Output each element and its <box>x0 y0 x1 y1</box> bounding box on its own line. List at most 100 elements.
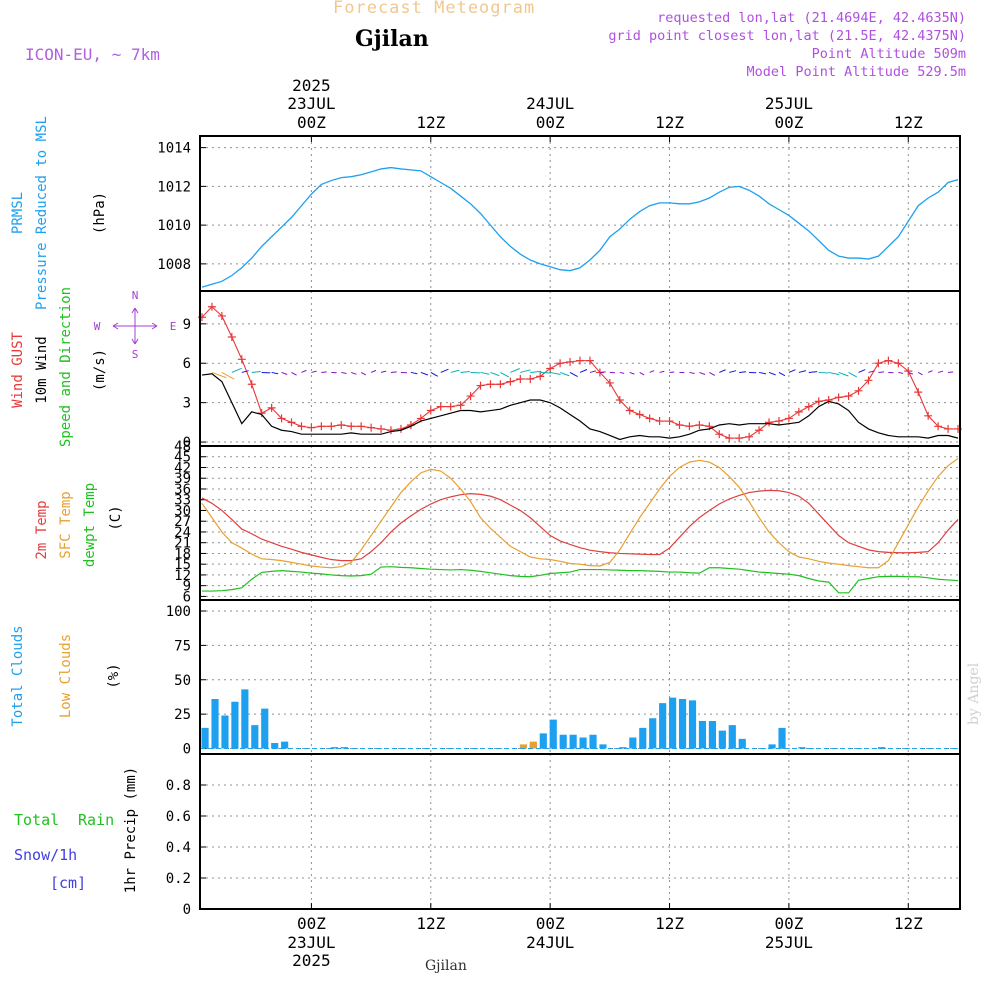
gust-marker <box>357 422 366 431</box>
ytick-label: 9 <box>183 579 191 595</box>
wind-arrow <box>878 371 884 373</box>
ytick-label: 0.6 <box>166 809 191 825</box>
temp2m-line <box>201 489 959 562</box>
gust-marker <box>655 417 664 426</box>
gust-marker <box>615 396 624 405</box>
wind-arrow <box>709 372 716 376</box>
cloud-bar <box>330 747 338 749</box>
label-total-clouds: Total Clouds <box>10 625 26 726</box>
cloud-bar <box>778 727 786 749</box>
gust-marker <box>386 426 395 435</box>
gust-marker <box>516 375 525 384</box>
gust-marker <box>625 406 634 415</box>
bottom-hour-label: 00Z <box>774 914 803 933</box>
cloud-bar <box>708 721 716 749</box>
cloud-bar <box>659 703 667 749</box>
wind-arrow <box>828 371 840 376</box>
top-hour-label: 12Z <box>416 113 445 132</box>
wind-arrow <box>579 369 588 373</box>
gust-marker <box>755 426 764 435</box>
sfc-temp-line <box>201 458 959 569</box>
ytick-label: 1008 <box>157 257 191 273</box>
top-hour-label: 00Z <box>774 113 803 132</box>
gust-marker <box>576 356 584 365</box>
gust-marker <box>267 403 276 412</box>
wind-arrow <box>758 371 767 375</box>
wind-arrow <box>659 370 665 373</box>
bottom-hour-label: 12Z <box>416 914 445 933</box>
grid-point-coords: grid point closest lon,lat (21.5E, 42.43… <box>608 28 966 44</box>
cloud-bar <box>599 744 607 749</box>
gust-marker <box>287 418 296 427</box>
ytick-label: 100 <box>166 604 191 620</box>
page-title: Forecast Meteogram <box>333 0 536 18</box>
gust-marker <box>854 386 863 395</box>
cloud-bar <box>688 700 697 749</box>
top-hour-label: 12Z <box>894 113 923 132</box>
label-pressure-msl: Pressure Reduced to MSL <box>34 116 50 310</box>
cloud-bar <box>271 743 279 749</box>
cloud-bar <box>569 734 577 749</box>
gust-marker <box>914 388 923 397</box>
top-hour-label: 00Z <box>297 113 326 132</box>
gust-marker <box>645 414 654 423</box>
cloud-bar <box>738 738 746 749</box>
top-date-label: 24JUL <box>526 94 574 113</box>
wind-arrow <box>291 372 297 376</box>
wind-arrow <box>569 372 578 378</box>
cloud-bar <box>798 747 806 749</box>
ytick-label: 1014 <box>157 141 191 157</box>
cloud-bar <box>231 701 239 749</box>
wind-arrow <box>838 371 849 377</box>
panel-wind: 0 3 6 9 N W E S <box>94 289 963 451</box>
wind-arrow <box>927 370 933 373</box>
wind-arrow <box>510 368 520 373</box>
wind-arrow <box>420 371 429 376</box>
ytick-label: 15 <box>174 557 191 573</box>
label-hpa: (hPa) <box>92 192 108 234</box>
gust-marker <box>894 359 903 368</box>
label-prmsl: PRMSL <box>10 192 26 234</box>
wind-arrow <box>410 371 418 375</box>
gust-marker <box>874 359 883 368</box>
wind-arrow <box>808 371 818 373</box>
cloud-bar <box>649 718 657 749</box>
gust-marker <box>526 375 535 384</box>
ytick-label: 45 <box>174 450 191 466</box>
gust-marker <box>337 420 346 429</box>
cloud-bar <box>211 699 219 749</box>
gust-marker <box>536 372 545 381</box>
ytick-label: 50 <box>174 673 191 689</box>
gust-marker <box>635 410 644 419</box>
cloud-bar <box>281 741 289 749</box>
label-wind-gust: Wind GUST <box>10 332 26 408</box>
gust-marker <box>585 356 594 365</box>
ytick-label: 25 <box>174 707 191 723</box>
model-label: ICON-EU, ~ 7km <box>25 45 160 64</box>
gust-marker <box>496 380 505 389</box>
label-precip: 1hr Precip (mm) <box>123 767 139 893</box>
label-dewpt-temp: dewpt Temp <box>82 483 98 567</box>
wind-arrow <box>550 371 561 376</box>
low-cloud-bar <box>519 744 527 749</box>
cloud-bar <box>261 708 269 749</box>
cloud-bar <box>639 727 647 749</box>
wind-arrow <box>301 369 307 373</box>
wind-arrow <box>937 370 944 373</box>
gust-marker <box>665 417 674 426</box>
label-sfc-temp: SFC Temp <box>58 491 74 558</box>
wind-arrow <box>370 369 377 373</box>
gust-marker <box>745 432 754 441</box>
wind-arrow <box>798 370 807 373</box>
requested-coords: requested lon,lat (21.4694E, 42.4635N) <box>657 10 966 26</box>
gust-marker <box>466 392 475 401</box>
wind-arrow <box>948 371 954 373</box>
bottom-year-label: 2025 <box>292 951 331 970</box>
gust-marker <box>765 418 774 427</box>
cloud-bar <box>241 689 249 749</box>
cloud-bar <box>698 721 707 749</box>
ytick-label: 0.2 <box>166 871 191 887</box>
gust-marker <box>814 397 823 406</box>
wind-arrow <box>341 371 347 374</box>
wind-arrow <box>908 371 914 375</box>
